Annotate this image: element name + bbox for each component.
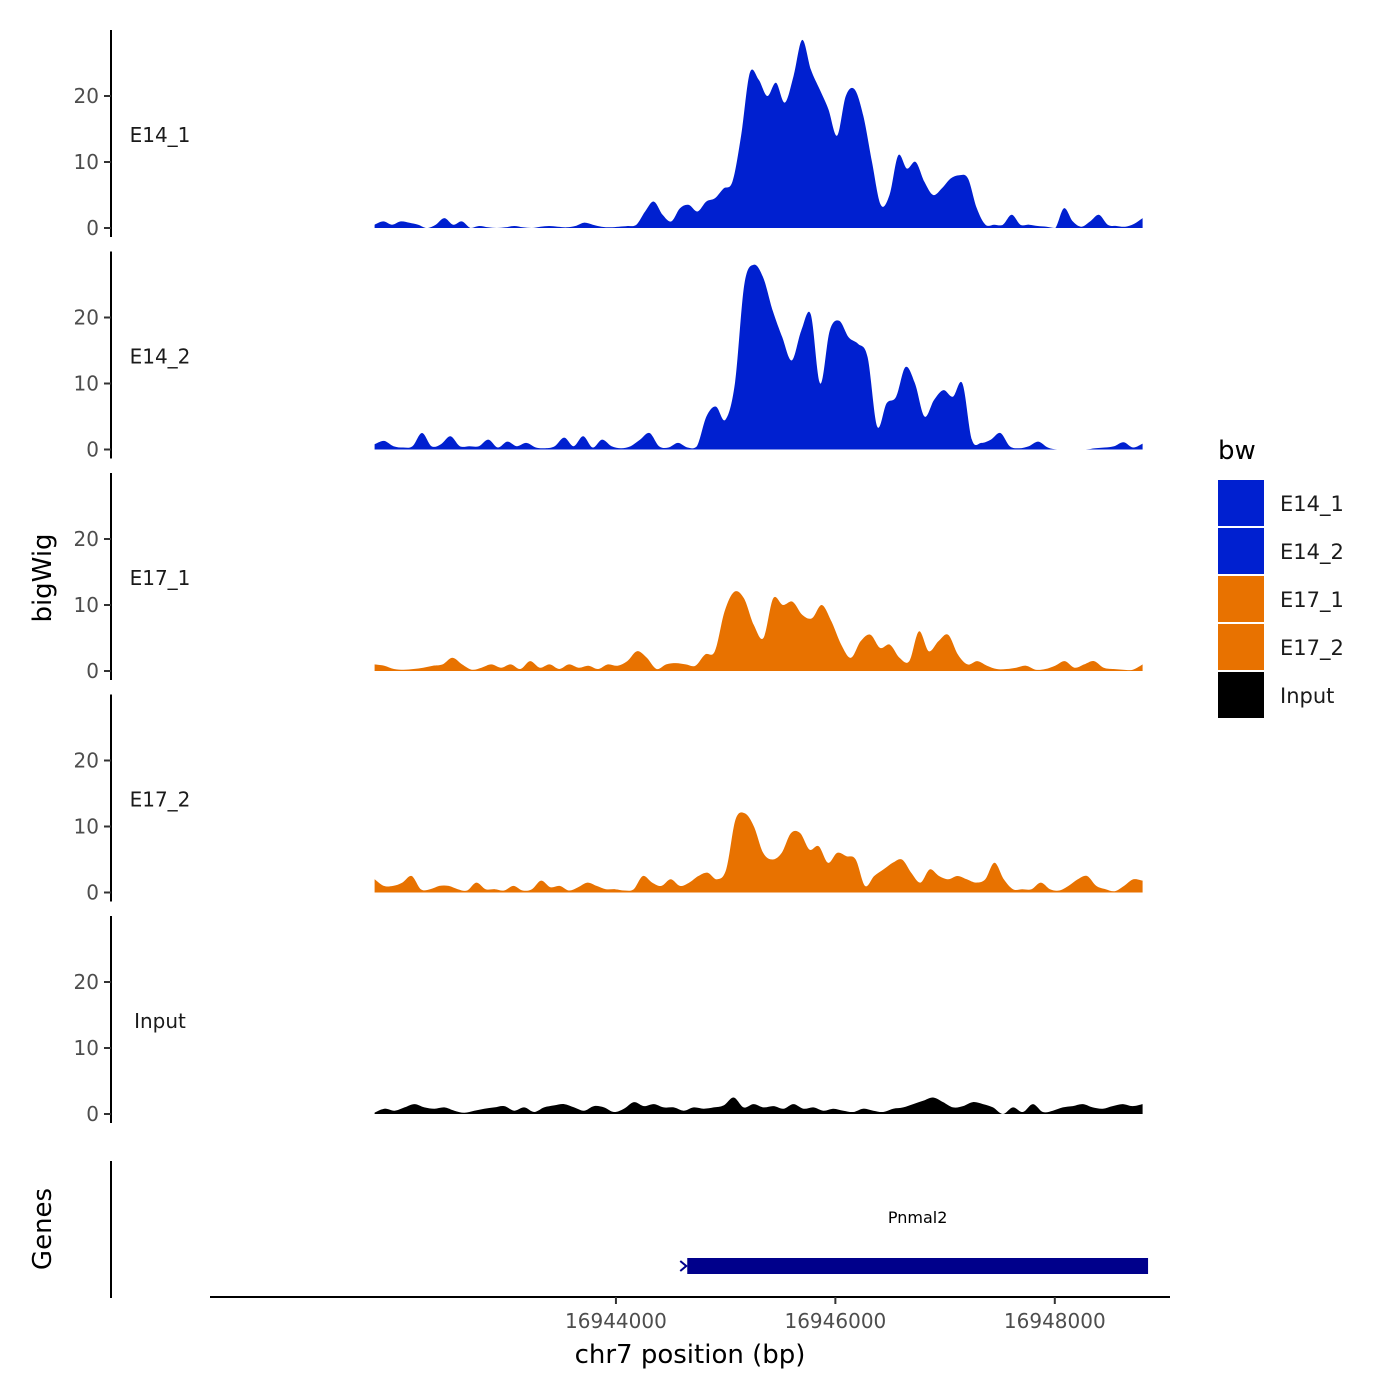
y-tick-label: 0 <box>86 659 99 683</box>
coverage-area-E14_2 <box>374 264 1143 450</box>
track-Input: 0 10 20 Input <box>74 916 1143 1126</box>
legend-swatch <box>1218 624 1264 670</box>
x-ticks: 16944000 16946000 16948000 <box>565 1297 1106 1333</box>
genes-panel: Pnmal2 <box>110 1161 1149 1298</box>
gene-features: Pnmal2 <box>679 1208 1149 1274</box>
y-tick-label: 0 <box>86 216 99 240</box>
track-label-E14_1: E14_1 <box>130 123 191 147</box>
legend-label: E17_1 <box>1280 588 1344 613</box>
y-tick-label: 10 <box>74 815 99 839</box>
y-tick-label: 10 <box>74 372 99 396</box>
x-axis: 16944000 16946000 16948000 chr7 position (… <box>210 1296 1170 1370</box>
track-E17_2: 0 10 20 E17_2 <box>74 694 1143 905</box>
legend-label: E14_1 <box>1280 492 1344 517</box>
y-tick-label: 0 <box>86 1102 99 1126</box>
y-tick-label: 20 <box>74 970 99 994</box>
y-tick-label: 20 <box>74 749 99 773</box>
legend-swatch <box>1218 576 1264 622</box>
track-label-E14_2: E14_2 <box>130 345 191 369</box>
legend: bw E14_1 E14_2 E17_1 E17_2 Input <box>1218 436 1344 718</box>
y-tick-label: 10 <box>74 593 99 617</box>
track-label-E17_1: E17_1 <box>130 566 191 590</box>
legend-swatch <box>1218 528 1264 574</box>
legend-item-E14_2: E14_2 <box>1218 528 1344 574</box>
y-tick-label: 10 <box>74 1036 99 1060</box>
x-tick-label: 16948000 <box>1004 1309 1106 1333</box>
x-tick-label: 16944000 <box>565 1309 667 1333</box>
legend-label: E17_2 <box>1280 636 1344 661</box>
y-tick-label: 20 <box>74 306 99 330</box>
gene-body-Pnmal2 <box>687 1258 1149 1274</box>
x-tick-label: 16946000 <box>784 1309 886 1333</box>
track-E17_1: 0 10 20 E17_1 <box>74 473 1143 683</box>
coverage-area-Input <box>374 1097 1143 1114</box>
legend-items: E14_1 E14_2 E17_1 E17_2 Input <box>1218 480 1344 718</box>
genes-axis-title: Genes <box>28 1188 58 1270</box>
legend-item-E14_1: E14_1 <box>1218 480 1344 526</box>
track-E14_2: 0 10 20 E14_2 <box>74 251 1143 462</box>
legend-swatch <box>1218 480 1264 526</box>
legend-label: Input <box>1280 684 1334 708</box>
y-tick-label: 20 <box>74 84 99 108</box>
y-axis-title: bigWig <box>28 533 58 622</box>
legend-swatch <box>1218 672 1264 718</box>
coverage-area-E14_1 <box>374 39 1143 229</box>
coverage-area-E17_1 <box>374 591 1143 671</box>
legend-title: bw <box>1218 436 1256 466</box>
track-label-E17_2: E17_2 <box>130 788 191 812</box>
x-axis-title: chr7 position (bp) <box>575 1340 806 1370</box>
y-tick-label: 10 <box>74 150 99 174</box>
gene-strand-arrow <box>679 1260 688 1272</box>
legend-label: E14_2 <box>1280 540 1344 565</box>
y-tick-label: 20 <box>74 527 99 551</box>
coverage-tracks: 0 10 20 E14_1 0 10 20 E14_2 0 10 20 E17_1 0 10 20 E17_2… <box>74 30 1143 1126</box>
track-E14_1: 0 10 20 E14_1 <box>74 30 1143 240</box>
legend-item-E17_1: E17_1 <box>1218 576 1344 622</box>
track-label-Input: Input <box>134 1009 186 1033</box>
coverage-area-E17_2 <box>374 812 1143 893</box>
gene-label-Pnmal2: Pnmal2 <box>888 1208 948 1227</box>
y-tick-label: 0 <box>86 881 99 905</box>
y-tick-label: 0 <box>86 438 99 462</box>
legend-item-E17_2: E17_2 <box>1218 624 1344 670</box>
legend-item-Input: Input <box>1218 672 1334 718</box>
